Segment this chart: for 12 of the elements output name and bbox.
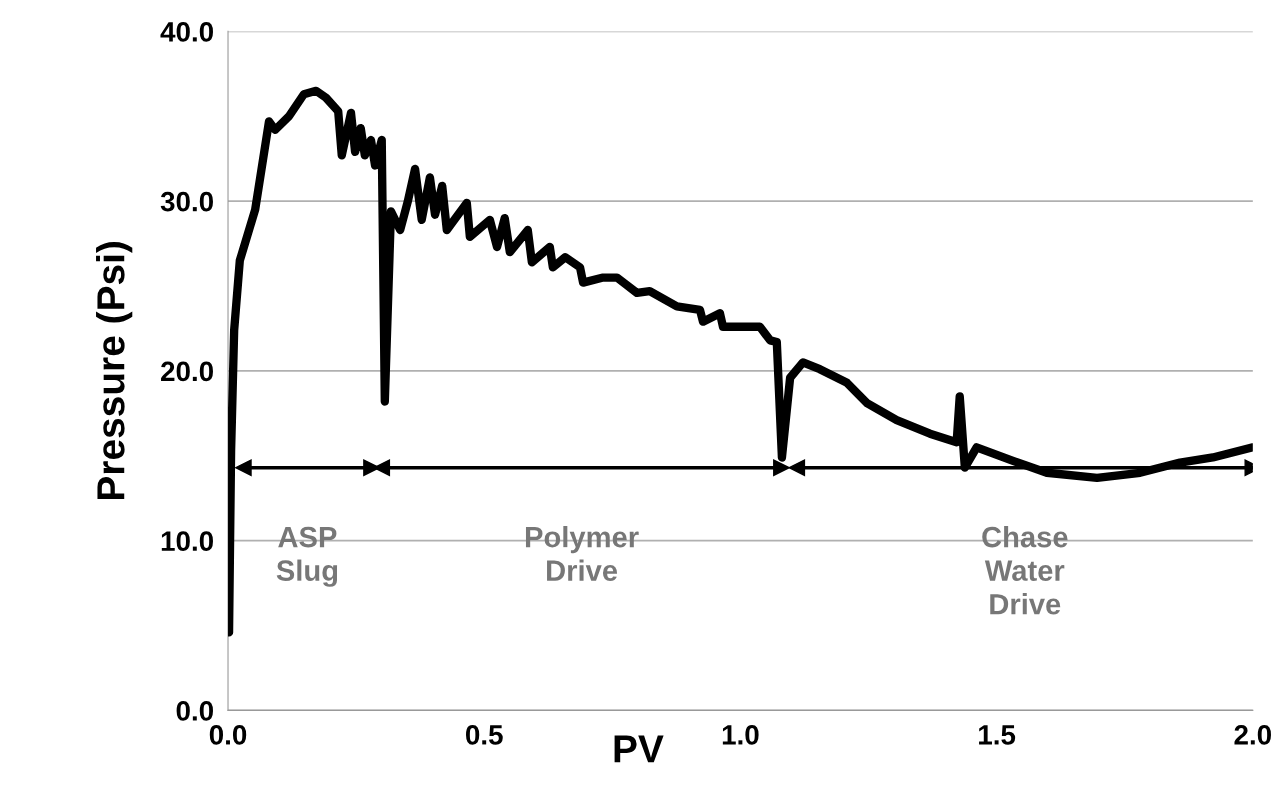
y-tick-label: 20.0	[161, 361, 213, 382]
x-axis-title: PV	[614, 735, 664, 763]
y-tick-label: 0.0	[176, 701, 213, 721]
x-tick-label: 0.0	[209, 725, 247, 745]
y-tick-label: 40.0	[160, 22, 213, 42]
y-tick-label: 30.0	[160, 191, 213, 212]
y-axis-title: Pressure (Psi)	[96, 242, 133, 500]
x-tick-label: 1.5	[979, 725, 1016, 745]
x-tick-label: 2.0	[1234, 725, 1271, 745]
x-tick-label: 1.0	[722, 725, 759, 745]
x-tick-label: 0.5	[466, 725, 503, 745]
y-tick-label: 10.0	[161, 531, 213, 552]
